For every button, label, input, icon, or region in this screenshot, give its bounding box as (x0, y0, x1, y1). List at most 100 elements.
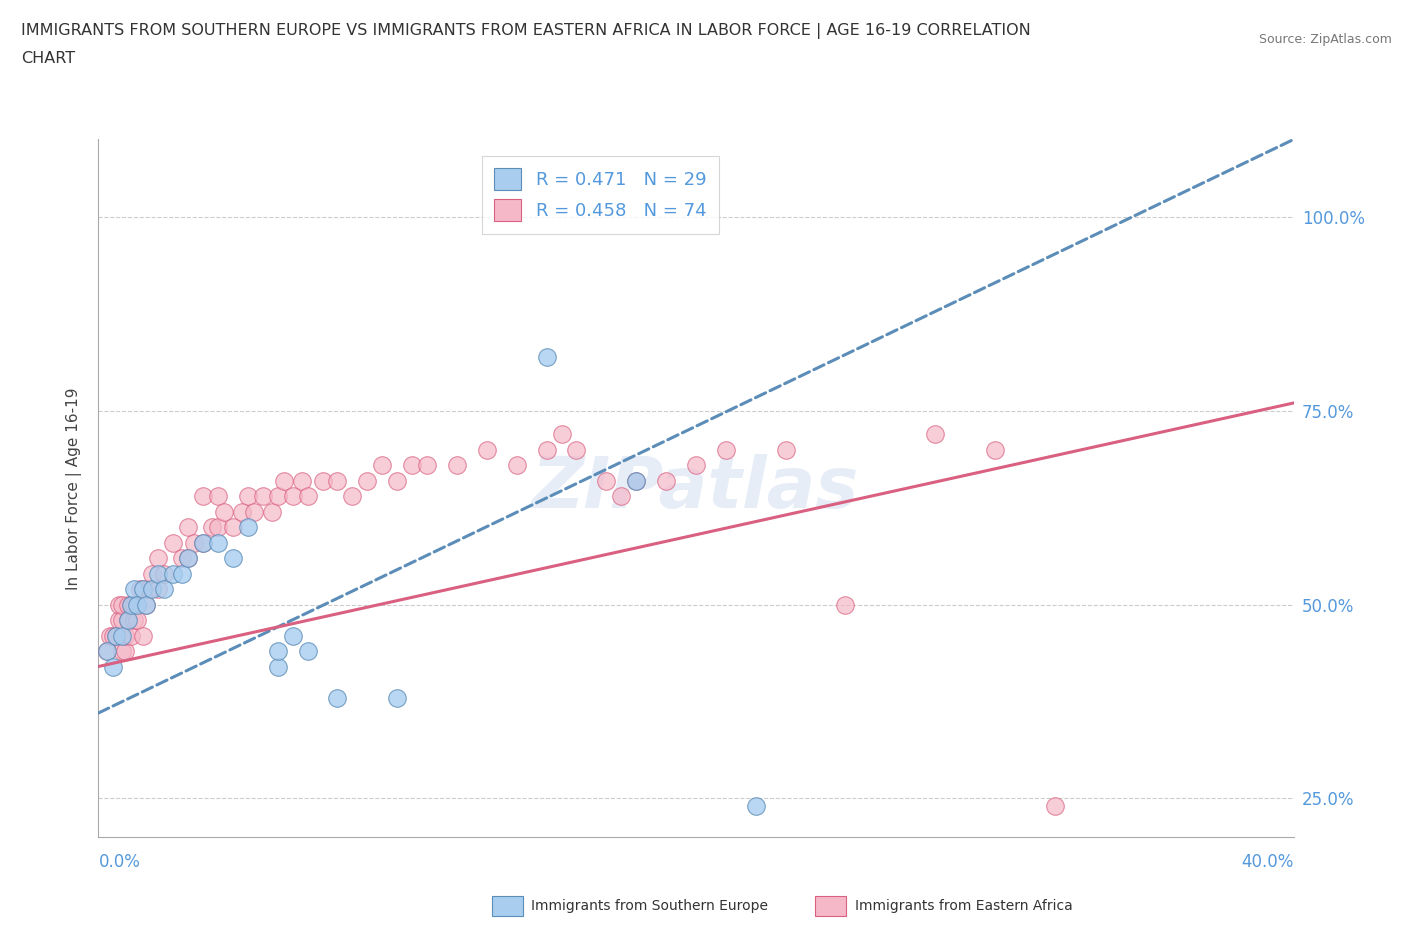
Point (177, 551, 200, 565)
Point (326, 690, 349, 705)
Point (626, 473, 648, 488)
Point (207, 520, 229, 535)
Y-axis label: In Labor Force | Age 16-19: In Labor Force | Age 16-19 (66, 387, 83, 590)
Point (506, 458, 529, 472)
Point (222, 551, 245, 565)
Point (135, 597, 157, 612)
Point (243, 504, 266, 519)
Point (124, 597, 146, 612)
Text: ZIPatlas: ZIPatlas (533, 454, 859, 523)
Point (111, 613, 134, 628)
Point (536, 349, 558, 364)
Point (103, 659, 125, 674)
Point (132, 581, 155, 596)
Point (260, 504, 283, 519)
Point (984, 442, 1007, 457)
Point (371, 458, 394, 472)
Point (342, 488, 364, 503)
Point (356, 473, 378, 488)
Point (267, 659, 290, 674)
Point (114, 644, 136, 658)
Point (550, 427, 572, 442)
Point (111, 644, 134, 658)
Point (96, 644, 118, 658)
Text: IMMIGRANTS FROM SOUTHERN EUROPE VS IMMIGRANTS FROM EASTERN AFRICA IN LABOR FORCE: IMMIGRANTS FROM SOUTHERN EUROPE VS IMMIG… (21, 23, 1031, 39)
Point (111, 628, 134, 643)
Point (416, 458, 439, 472)
Point (536, 442, 558, 457)
Point (127, 613, 149, 628)
Point (148, 551, 170, 565)
Text: Immigrants from Southern Europe: Immigrants from Southern Europe (531, 898, 769, 913)
Point (129, 581, 152, 596)
Text: Source: ZipAtlas.com: Source: ZipAtlas.com (1258, 33, 1392, 46)
Point (120, 628, 142, 643)
Point (475, 442, 498, 457)
Legend: R = 0.471   N = 29, R = 0.458   N = 74: R = 0.471 N = 29, R = 0.458 N = 74 (482, 155, 718, 233)
Point (108, 613, 131, 628)
Point (775, 442, 797, 457)
Point (191, 488, 214, 503)
Point (162, 535, 184, 550)
Point (267, 644, 290, 658)
Point (685, 458, 707, 472)
Point (565, 442, 588, 457)
Point (177, 551, 200, 565)
Point (114, 628, 136, 643)
Point (834, 597, 856, 612)
Point (117, 613, 139, 628)
Point (124, 613, 146, 628)
Point (117, 597, 139, 612)
Point (191, 535, 214, 550)
Point (222, 520, 245, 535)
Point (96, 644, 118, 658)
Point (135, 597, 157, 612)
Point (172, 551, 194, 565)
Point (124, 581, 146, 596)
Point (108, 597, 131, 612)
Point (207, 535, 229, 550)
Point (610, 488, 633, 503)
Point (1043, 799, 1066, 814)
Point (172, 566, 194, 581)
Point (120, 597, 142, 612)
Point (297, 488, 319, 503)
Point (132, 628, 155, 643)
Point (177, 520, 200, 535)
Point (191, 535, 214, 550)
Point (207, 488, 229, 503)
Point (595, 473, 617, 488)
Point (236, 520, 259, 535)
Point (201, 520, 224, 535)
Point (100, 628, 122, 643)
Point (311, 473, 333, 488)
Point (153, 581, 176, 596)
Point (103, 628, 125, 643)
Point (162, 566, 184, 581)
Point (117, 613, 139, 628)
Text: 40.0%: 40.0% (1241, 853, 1294, 870)
Point (148, 581, 170, 596)
Point (745, 799, 768, 814)
Point (153, 566, 176, 581)
Point (111, 597, 134, 612)
Point (291, 473, 314, 488)
Point (446, 458, 468, 472)
Point (231, 504, 253, 519)
Point (924, 427, 946, 442)
Text: 0.0%: 0.0% (98, 853, 141, 870)
Point (212, 504, 235, 519)
Point (141, 566, 163, 581)
Point (326, 473, 349, 488)
Point (385, 473, 409, 488)
Point (281, 628, 304, 643)
Point (273, 473, 295, 488)
Point (120, 597, 142, 612)
Point (138, 581, 160, 596)
Text: CHART: CHART (21, 51, 75, 66)
Point (132, 581, 155, 596)
Point (141, 581, 163, 596)
Text: Immigrants from Eastern Africa: Immigrants from Eastern Africa (855, 898, 1073, 913)
Point (714, 442, 737, 457)
Point (626, 473, 648, 488)
